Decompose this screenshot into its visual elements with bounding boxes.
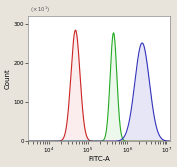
Y-axis label: Count: Count xyxy=(5,68,11,89)
X-axis label: FITC-A: FITC-A xyxy=(88,156,110,162)
Text: $(\times\,10^1)$: $(\times\,10^1)$ xyxy=(30,5,50,15)
